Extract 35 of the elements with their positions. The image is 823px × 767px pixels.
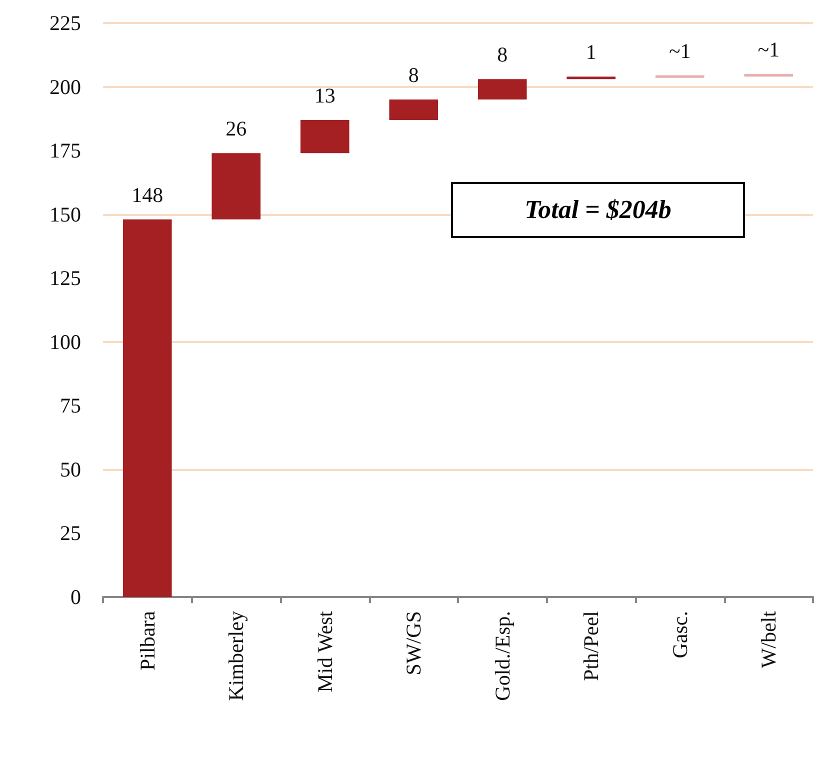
y-tick-label: 200 bbox=[50, 74, 81, 99]
x-tick-label: Gasc. bbox=[668, 611, 692, 658]
y-tick-label: 0 bbox=[70, 585, 81, 609]
data-label: 8 bbox=[408, 63, 419, 88]
data-label: 26 bbox=[226, 116, 247, 141]
x-tick-label: SW/GS bbox=[402, 611, 426, 676]
y-tick-label: 125 bbox=[50, 266, 81, 290]
y-tick-label: 175 bbox=[50, 138, 81, 163]
bar bbox=[389, 100, 438, 120]
x-tick-label: Pth/Peel bbox=[579, 610, 604, 682]
bar bbox=[212, 153, 261, 220]
x-tick-label: Kimberley bbox=[224, 610, 248, 701]
bar bbox=[744, 74, 794, 77]
data-label: 13 bbox=[314, 83, 336, 108]
y-tick-label: 50 bbox=[60, 457, 81, 482]
data-label: 148 bbox=[132, 182, 164, 207]
x-tick-label: W/belt bbox=[756, 610, 781, 668]
y-tick-label: 100 bbox=[50, 330, 81, 354]
bar bbox=[478, 79, 527, 100]
bar bbox=[655, 75, 704, 78]
data-label: ~1 bbox=[668, 38, 691, 63]
y-tick-label: 25 bbox=[60, 521, 81, 546]
x-tick-label: Mid West bbox=[312, 610, 337, 692]
bar bbox=[300, 120, 350, 154]
bar bbox=[566, 76, 616, 80]
bar bbox=[122, 219, 172, 597]
x-tick-label: Pilbara bbox=[135, 610, 160, 670]
y-tick-label: 150 bbox=[50, 202, 81, 226]
x-tick-label: Gold./Esp. bbox=[490, 611, 514, 701]
text-box: Total = $204b bbox=[451, 182, 745, 238]
y-tick-label: 225 bbox=[50, 11, 81, 35]
data-label: 8 bbox=[497, 42, 508, 67]
y-tick-label: 75 bbox=[60, 394, 81, 418]
data-label: ~1 bbox=[758, 38, 780, 62]
data-label: 1 bbox=[586, 40, 596, 64]
